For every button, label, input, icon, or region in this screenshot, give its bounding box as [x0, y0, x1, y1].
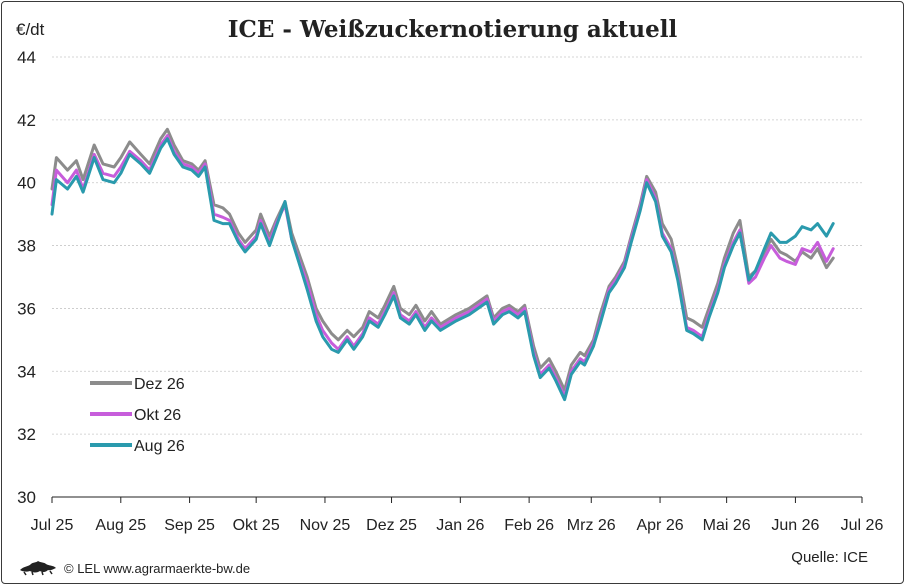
y-tick-label-30: 30	[17, 488, 36, 507]
x-tick-label-2: Sep 25	[164, 517, 215, 534]
y-tick-label-34: 34	[17, 362, 36, 381]
y-tick-label-40: 40	[17, 174, 36, 193]
x-tick-label-5: Dez 25	[366, 517, 417, 534]
x-tick-label-10: Mai 26	[703, 517, 751, 534]
x-tick-label-11: Jun 26	[771, 517, 819, 534]
x-tick-label-6: Jan 26	[436, 517, 484, 534]
source-label: Quelle: ICE	[791, 549, 868, 566]
y-tick-label-36: 36	[17, 299, 36, 318]
y-tick-labels: 30 32 34 36 38 40 42 44	[17, 48, 36, 507]
x-tick-label-4: Nov 25	[300, 517, 351, 534]
series-line-2	[50, 137, 835, 402]
y-tick-label-44: 44	[17, 48, 36, 67]
x-tick-label-1: Aug 25	[95, 517, 146, 534]
series-lines	[50, 127, 835, 402]
x-tick-label-9: Apr 26	[636, 517, 683, 534]
copyright-text: © LEL www.agrarmaerkte-bw.de	[64, 561, 251, 576]
y-tick-label-42: 42	[17, 111, 36, 130]
x-tick-label-12: Jul 26	[841, 517, 884, 534]
x-tick-label-3: Okt 25	[233, 517, 280, 534]
legend-label-1: Okt 26	[134, 407, 181, 424]
y-axis-unit: €/dt	[16, 20, 45, 39]
legend: Dez 26 Okt 26 Aug 26	[90, 376, 185, 455]
chart-title: ICE - Weißzuckernotierung aktuell	[227, 16, 678, 43]
y-tick-label-32: 32	[17, 425, 36, 444]
series-line-1	[50, 134, 835, 398]
lion-crest-icon	[18, 558, 58, 579]
x-axis: Jul 25 Aug 25 Sep 25 Okt 25 Nov 25 Dez 25 Jan …	[31, 496, 884, 534]
x-tick-label-8: Mrz 26	[567, 517, 616, 534]
series-line-0	[50, 127, 835, 392]
x-tick-label-7: Feb 26	[504, 517, 554, 534]
legend-label-2: Aug 26	[134, 438, 185, 455]
y-tick-label-38: 38	[17, 237, 36, 256]
x-tick-label-0: Jul 25	[31, 517, 74, 534]
grid-lines	[52, 56, 862, 435]
footer-copyright: © LEL www.agrarmaerkte-bw.de	[18, 558, 250, 579]
legend-label-0: Dez 26	[134, 376, 185, 393]
